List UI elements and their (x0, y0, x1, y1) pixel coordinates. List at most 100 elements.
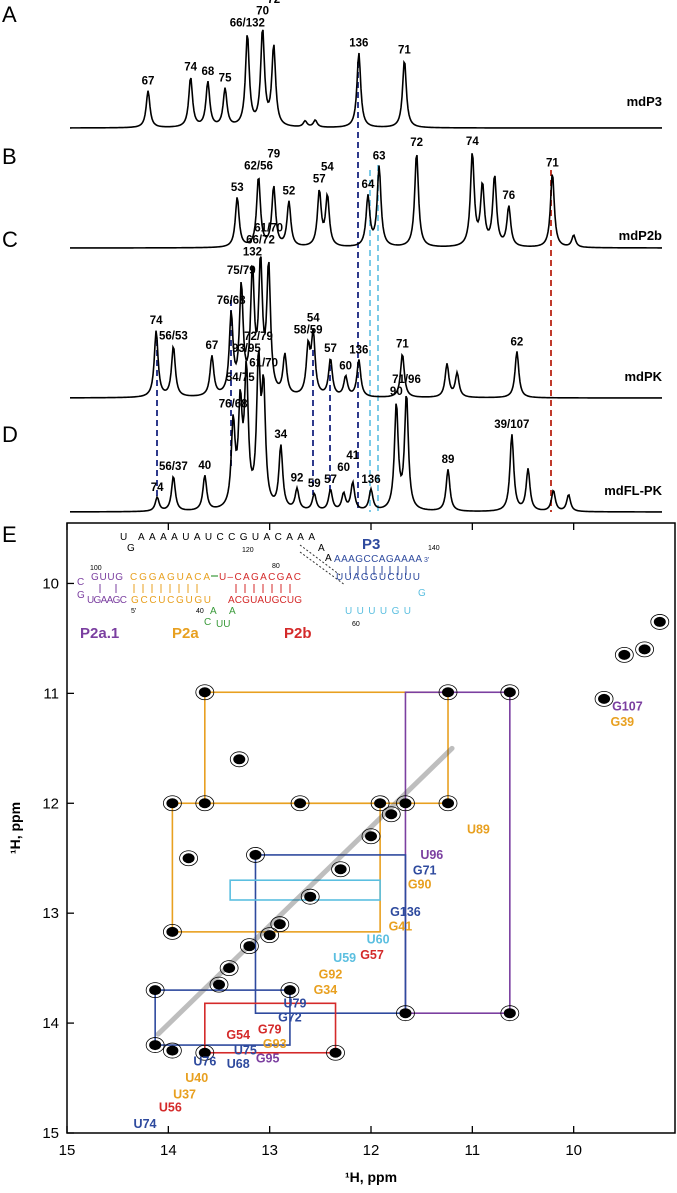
cross-peak (198, 1047, 211, 1058)
assignment-label: G71 (413, 863, 437, 877)
peak-label: 71 (396, 339, 409, 351)
peak-label: 41 (346, 450, 359, 462)
helix-label: P2b (284, 625, 312, 642)
cross-peak (334, 864, 347, 875)
cross-peak-contour (594, 690, 614, 707)
peak-label: 79 (267, 149, 280, 161)
sequence: U–CAGACGAC (219, 572, 301, 583)
cross-peak-contour (246, 847, 265, 863)
peak-label: 61/70 (249, 357, 278, 369)
peak-label: 40 (198, 460, 211, 472)
peak-label: 56/53 (159, 331, 188, 343)
cross-peak (166, 798, 179, 809)
residue-number: 140 (428, 545, 440, 552)
cross-peak-contour (195, 1044, 215, 1061)
peak-label: 52 (283, 186, 296, 198)
y-tick-label: 12 (42, 795, 59, 812)
nucleotide: C (77, 577, 84, 588)
peak-label: 93/95 (232, 343, 261, 355)
assignment-label: G41 (389, 919, 413, 933)
cross-peak (249, 849, 262, 860)
peak-label: 70 (256, 6, 269, 18)
spectrum-trace (70, 29, 662, 129)
assignment-label: U60 (367, 933, 390, 947)
assignment-label: G34 (314, 983, 338, 997)
peak-label: 132 (243, 246, 262, 258)
cross-peak (294, 798, 307, 809)
peak-label: 60 (339, 360, 352, 372)
peak-label: 61/70 (254, 222, 283, 234)
peak-label: 53 (231, 182, 244, 194)
peak-label: 75/79 (227, 265, 256, 277)
cross-peak (283, 985, 296, 996)
sequence: UUUUGU (345, 606, 411, 617)
cross-peak-contour (326, 1044, 345, 1061)
peak-label: 74 (466, 136, 479, 148)
assignment-label: G92 (319, 968, 343, 982)
nOe-walk (404, 691, 511, 1014)
cross-peak (598, 693, 611, 704)
cross-peak-contour (229, 751, 249, 768)
peak-label: 90 (390, 386, 403, 398)
cross-peak-contour (280, 982, 300, 999)
assignment-label: U40 (185, 1071, 208, 1085)
pseudoknot-lines (299, 544, 346, 586)
cross-peak (304, 891, 317, 902)
spectrum-trace (70, 153, 662, 249)
peak-label: 136 (349, 38, 368, 50)
cross-peak (385, 809, 398, 820)
sequence: UGAAGC (87, 595, 127, 606)
cross-peak-contour (438, 684, 458, 701)
peak-label: 76/68 (219, 398, 248, 410)
cross-peak-contour (145, 982, 165, 999)
cross-peak (166, 926, 179, 937)
nOe-walk (254, 854, 407, 1014)
peak-label: 72 (267, 0, 280, 6)
nucleotide: A (325, 553, 332, 564)
assignment-label: G39 (610, 715, 634, 729)
assignment-label: U89 (467, 823, 490, 837)
peak-label: 71/96 (392, 374, 421, 386)
cross-peak-contour (635, 641, 654, 658)
cross-peak-contour (195, 795, 215, 812)
peak-label: 136 (361, 474, 380, 486)
cross-peak-contour (614, 646, 634, 663)
cross-peak (198, 687, 211, 698)
cross-peak-contour (162, 1042, 182, 1059)
cross-peak (263, 930, 276, 941)
cross-peak-contour (290, 795, 310, 812)
cross-peak-contour (500, 684, 520, 701)
residue-number: 100 (90, 565, 102, 572)
pair-lines (133, 584, 198, 593)
assignment-label: G54 (226, 1028, 250, 1042)
nucleotide: A (318, 543, 325, 554)
sequence: AAAGCCAGAAAA (334, 554, 422, 565)
y-tick-label: 11 (43, 685, 59, 702)
nucleotide: G (418, 588, 426, 599)
cross-peak-contour (162, 923, 182, 940)
cross-peak-contour (438, 795, 458, 812)
assignment-label: G93 (263, 1037, 287, 1051)
cross-peak (182, 853, 195, 864)
x-axis-label: ¹H, ppm (345, 1169, 397, 1185)
cross-peak (243, 941, 256, 952)
cross-peak-contour (239, 938, 259, 955)
spectrum-name: mdFL-PK (604, 483, 662, 498)
assignment-label: G79 (258, 1023, 282, 1037)
cross-peak-contour (209, 976, 229, 993)
peak-label: 71 (546, 157, 559, 169)
cross-peak (233, 754, 246, 765)
cross-peak (503, 1008, 516, 1019)
assignment-label: G107 (612, 700, 643, 714)
peak-label: 68 (201, 66, 214, 78)
x-tick-label: 13 (261, 1142, 278, 1159)
cross-peak-contour (396, 795, 415, 812)
nucleotide: G (127, 543, 135, 554)
nucleotide: UU (216, 619, 230, 630)
panel-label: A (2, 2, 17, 27)
peak-label: 76 (502, 190, 515, 202)
peak-label: 57 (313, 174, 326, 186)
assignment-label: G136 (390, 905, 421, 919)
cross-peak (618, 649, 631, 660)
